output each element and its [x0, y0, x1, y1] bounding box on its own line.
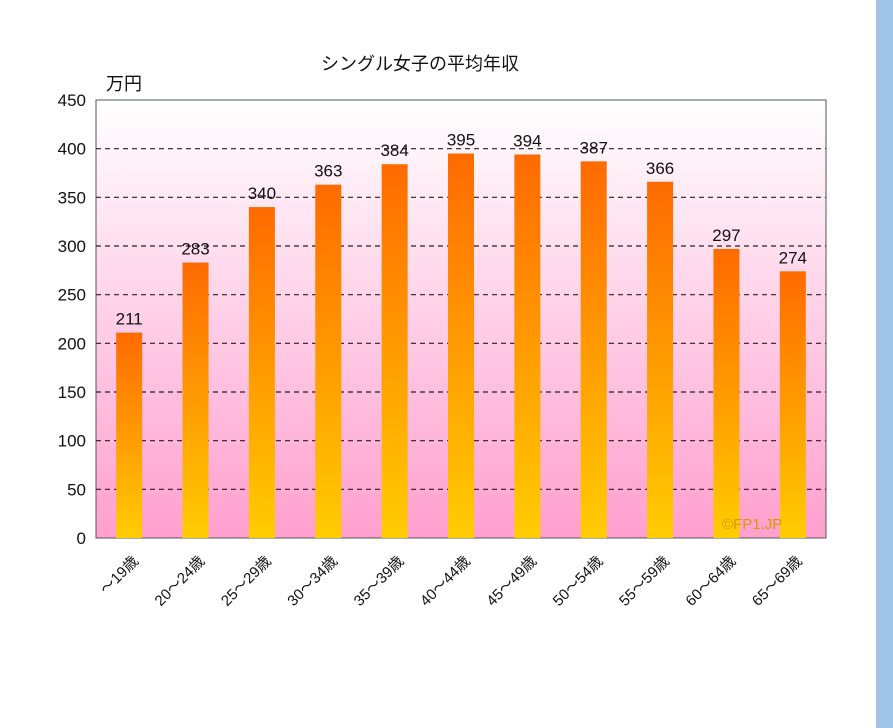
y-tick-label: 300	[58, 237, 86, 256]
bar-value-label: 340	[248, 184, 276, 203]
y-tick-label: 0	[77, 529, 86, 548]
x-tick-label: 45～49歳	[483, 553, 540, 610]
y-tick-label: 450	[58, 91, 86, 110]
y-tick-label: 200	[58, 334, 86, 353]
x-tick-label: 35～39歳	[351, 553, 408, 610]
x-tick-label: 50～54歳	[550, 553, 607, 610]
bar	[381, 164, 408, 539]
bar	[779, 271, 806, 538]
bar-value-label: 366	[646, 159, 674, 178]
x-tick-label: 40～44歳	[417, 553, 474, 610]
bar	[580, 161, 607, 538]
x-tick-label: 65～69歳	[749, 553, 806, 610]
bar	[448, 153, 474, 539]
side-stripe	[876, 0, 893, 728]
bar	[248, 207, 275, 539]
x-tick-label: 55～59歳	[616, 553, 673, 610]
bar	[116, 332, 143, 538]
y-tick-label: 250	[58, 286, 86, 305]
x-tick-label: ～19歳	[97, 553, 142, 598]
y-tick-label: 400	[58, 140, 86, 159]
y-tick-label: 150	[58, 383, 86, 402]
watermark-text: ©FP1.JP	[722, 516, 782, 533]
bar-value-label: 363	[314, 162, 342, 181]
y-unit-label: 万円	[106, 74, 142, 95]
bar-value-label: 387	[580, 138, 608, 157]
y-tick-label: 100	[58, 432, 86, 451]
y-tick-label: 350	[58, 188, 86, 207]
bar-value-label: 394	[513, 132, 541, 151]
x-tick-label: 60～64歳	[682, 553, 739, 610]
bar-value-label: 297	[712, 226, 740, 245]
bar	[315, 184, 342, 538]
y-tick-label: 50	[67, 480, 86, 499]
bar	[647, 181, 674, 538]
bar-value-label: 395	[447, 131, 475, 150]
bar	[514, 154, 541, 539]
bar	[713, 248, 740, 539]
bar	[182, 262, 209, 538]
bar-value-label: 384	[380, 141, 408, 160]
bar-value-label: 211	[116, 310, 143, 329]
bar-value-label: 283	[181, 240, 209, 259]
bar-value-label: 274	[779, 248, 807, 267]
x-tick-label: 30～34歳	[284, 553, 341, 610]
x-tick-label: 20～24歳	[152, 553, 209, 610]
x-tick-label: 25～29歳	[218, 553, 275, 610]
chart-title: シングル女子の平均年収	[321, 54, 519, 75]
